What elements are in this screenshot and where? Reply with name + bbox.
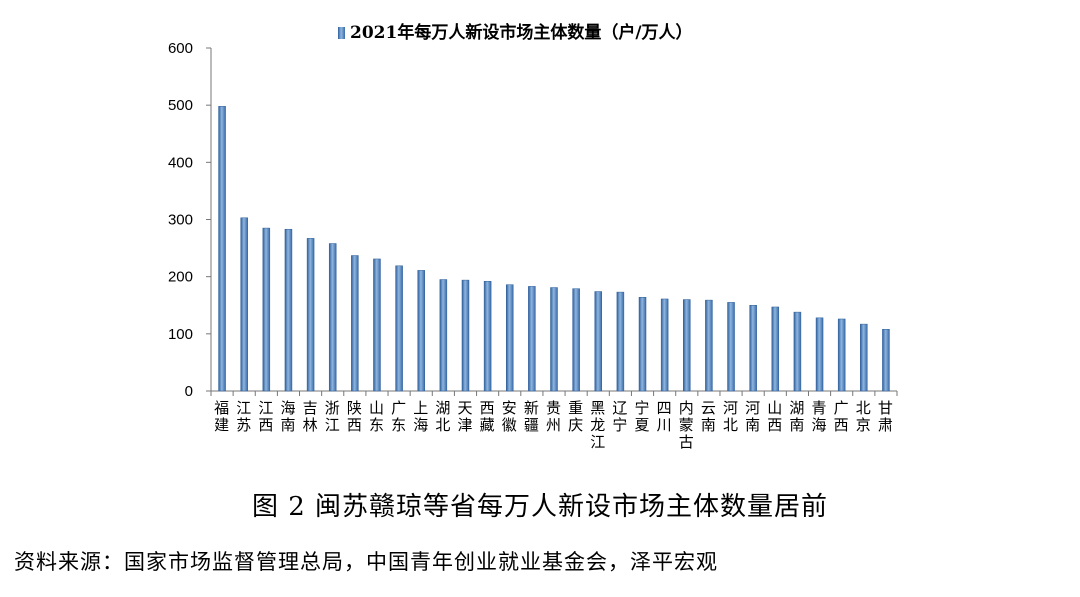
x-axis	[210, 390, 898, 396]
x-tick-label: 陕西	[347, 399, 362, 434]
bar-辽宁	[616, 291, 625, 392]
bar-贵州	[550, 287, 558, 392]
bar-安徽	[505, 284, 514, 392]
x-tick-label: 湖北	[435, 399, 450, 434]
x-tick-label: 广西	[834, 399, 849, 434]
bar-西藏	[483, 280, 492, 392]
bar-四川	[660, 298, 669, 392]
x-tick-label: 浙江	[325, 399, 340, 434]
x-tick-label: 安徽	[502, 399, 517, 434]
bar-浙江	[328, 243, 337, 392]
bar-湖南	[793, 311, 802, 392]
x-tick-label: 重庆	[568, 399, 583, 434]
y-tick-label: 500	[168, 97, 193, 114]
y-tick-label: 400	[168, 154, 193, 171]
bar-上海	[417, 270, 425, 392]
x-tick-label: 黑龙江	[590, 399, 605, 451]
x-tick-label: 山东	[369, 399, 384, 434]
bar-云南	[705, 299, 713, 392]
bar-山东	[373, 258, 381, 392]
x-tick-label: 甘肃	[878, 399, 893, 434]
bar-chart: 2021年每万人新设市场主体数量（户/万人） 0 100 200 300 400 500 6…	[168, 22, 898, 451]
bar-宁夏	[638, 296, 647, 392]
bar-重庆	[572, 288, 580, 392]
x-tick-label: 江苏	[236, 399, 251, 434]
bar-广西	[837, 318, 846, 392]
y-tick-label: 600	[168, 40, 193, 57]
x-tick-labels: 福建江苏江西海南吉林浙江陕西山东广东上海湖北天津西藏安徽新疆贵州重庆黑龙江辽宁宁…	[214, 399, 893, 451]
bar-福建	[218, 106, 226, 392]
source-note: 资料来源：国家市场监督管理总局，中国青年创业就业基金会，泽平宏观	[14, 550, 718, 574]
y-tick-label: 200	[168, 269, 193, 286]
bar-北京	[860, 323, 868, 392]
x-tick-label: 天津	[457, 399, 472, 434]
bar-广东	[395, 265, 403, 392]
bar-河南	[749, 305, 757, 392]
x-tick-label: 广东	[391, 399, 406, 434]
x-tick-label: 贵州	[546, 399, 561, 434]
bar-江苏	[240, 217, 248, 392]
y-tick-label: 300	[168, 212, 193, 229]
y-tick-label: 0	[185, 383, 193, 400]
y-axis: 0 100 200 300 400 500 600	[168, 40, 212, 400]
bar-新疆	[528, 286, 536, 392]
bar-江西	[262, 227, 271, 392]
figure-caption: 图 2 闽苏赣琼等省每万人新设市场主体数量居前	[251, 492, 829, 522]
x-tick-label: 江西	[258, 399, 273, 434]
x-tick-label: 上海	[413, 399, 428, 434]
x-tick-label: 辽宁	[612, 399, 627, 434]
x-tick-label: 湖南	[789, 399, 804, 434]
legend-swatch	[338, 27, 345, 39]
bar-甘肃	[882, 329, 890, 392]
x-tick-label: 山西	[767, 399, 782, 434]
legend-label: 2021年每万人新设市场主体数量（户/万人）	[350, 22, 693, 43]
x-tick-label: 新疆	[524, 399, 539, 434]
x-tick-label: 内蒙古	[679, 399, 694, 451]
x-tick-label: 福建	[214, 399, 229, 434]
bar-吉林	[306, 238, 315, 392]
bar-湖北	[439, 279, 448, 392]
x-tick-label: 河南	[745, 399, 760, 434]
bar-山西	[771, 306, 780, 392]
x-tick-label: 海南	[280, 399, 295, 434]
bar-海南	[284, 228, 293, 392]
x-tick-label: 云南	[701, 399, 716, 434]
x-tick-label: 北京	[856, 399, 871, 434]
bar-天津	[461, 279, 470, 392]
x-tick-label: 宁夏	[635, 399, 650, 434]
x-tick-label: 吉林	[303, 399, 318, 434]
bar-内蒙古	[683, 299, 691, 392]
x-tick-label: 河北	[723, 399, 738, 434]
bar-青海	[815, 317, 824, 392]
bars	[218, 106, 890, 392]
x-tick-label: 青海	[812, 399, 827, 434]
bar-黑龙江	[594, 291, 603, 392]
chart-legend: 2021年每万人新设市场主体数量（户/万人）	[338, 22, 693, 43]
x-tick-label: 四川	[657, 399, 672, 434]
bar-河北	[727, 302, 735, 392]
bar-陕西	[351, 255, 359, 392]
x-tick-label: 西藏	[480, 399, 495, 434]
y-tick-label: 100	[168, 326, 193, 343]
